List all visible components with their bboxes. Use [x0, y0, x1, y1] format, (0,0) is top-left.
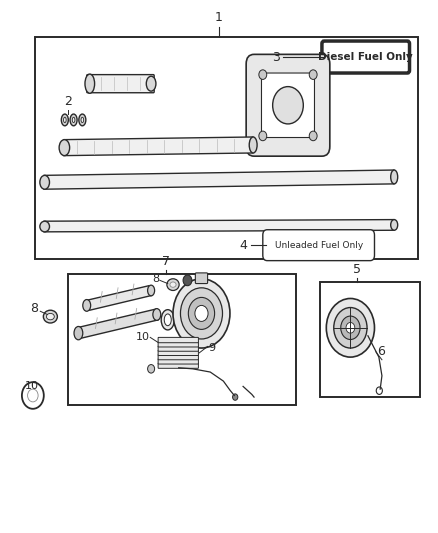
FancyBboxPatch shape	[158, 346, 198, 351]
Polygon shape	[85, 286, 152, 310]
Text: 10: 10	[136, 333, 150, 342]
Ellipse shape	[40, 175, 49, 189]
Circle shape	[188, 297, 215, 329]
Circle shape	[259, 131, 267, 141]
FancyBboxPatch shape	[261, 73, 314, 138]
Circle shape	[233, 394, 238, 400]
Text: 9: 9	[208, 343, 215, 352]
Ellipse shape	[85, 74, 95, 93]
Circle shape	[334, 308, 367, 348]
Text: 7: 7	[162, 255, 170, 268]
Text: 6: 6	[377, 345, 385, 358]
Bar	[68, 274, 296, 405]
Ellipse shape	[391, 170, 398, 184]
Bar	[35, 37, 418, 259]
Text: 10: 10	[25, 381, 39, 391]
Ellipse shape	[170, 282, 176, 287]
Ellipse shape	[161, 310, 174, 330]
Circle shape	[341, 316, 360, 340]
Text: 8: 8	[31, 302, 39, 314]
Text: 1: 1	[215, 11, 223, 24]
Ellipse shape	[249, 137, 257, 153]
Circle shape	[346, 322, 355, 333]
Ellipse shape	[79, 114, 86, 126]
FancyBboxPatch shape	[158, 363, 198, 368]
FancyBboxPatch shape	[158, 342, 198, 347]
FancyBboxPatch shape	[322, 41, 410, 73]
Text: 5: 5	[353, 263, 361, 276]
Polygon shape	[44, 170, 394, 189]
FancyBboxPatch shape	[158, 359, 198, 364]
Circle shape	[173, 279, 230, 348]
FancyBboxPatch shape	[87, 75, 154, 93]
Text: 8: 8	[152, 274, 159, 284]
Text: Diesel Fuel Only: Diesel Fuel Only	[318, 52, 413, 62]
Ellipse shape	[164, 314, 171, 326]
Text: 4: 4	[240, 239, 247, 252]
Bar	[320, 282, 420, 397]
Polygon shape	[64, 137, 253, 156]
Ellipse shape	[153, 309, 161, 320]
Ellipse shape	[167, 279, 179, 290]
FancyBboxPatch shape	[246, 54, 330, 156]
FancyBboxPatch shape	[158, 354, 198, 360]
Text: 3: 3	[272, 51, 280, 63]
Text: Unleaded Fuel Only: Unleaded Fuel Only	[275, 241, 363, 249]
Ellipse shape	[72, 117, 75, 123]
Ellipse shape	[70, 114, 77, 126]
Ellipse shape	[83, 300, 91, 311]
Ellipse shape	[146, 76, 156, 91]
Circle shape	[309, 131, 317, 141]
Ellipse shape	[64, 117, 66, 123]
Ellipse shape	[81, 117, 84, 123]
Ellipse shape	[40, 221, 49, 232]
FancyBboxPatch shape	[195, 273, 208, 284]
Polygon shape	[77, 309, 159, 338]
Circle shape	[259, 70, 267, 79]
Circle shape	[326, 298, 374, 357]
Ellipse shape	[46, 313, 54, 320]
Ellipse shape	[391, 220, 398, 230]
Ellipse shape	[43, 310, 57, 323]
FancyBboxPatch shape	[158, 350, 198, 356]
Ellipse shape	[59, 140, 70, 156]
Ellipse shape	[74, 326, 83, 340]
Circle shape	[183, 275, 192, 286]
Circle shape	[309, 70, 317, 79]
Circle shape	[180, 288, 223, 339]
Text: 2: 2	[64, 95, 72, 108]
Circle shape	[272, 86, 303, 124]
FancyBboxPatch shape	[158, 337, 198, 343]
Circle shape	[148, 365, 155, 373]
FancyBboxPatch shape	[263, 230, 374, 261]
Polygon shape	[44, 220, 394, 232]
Ellipse shape	[61, 114, 68, 126]
Ellipse shape	[148, 285, 155, 296]
Circle shape	[195, 305, 208, 321]
